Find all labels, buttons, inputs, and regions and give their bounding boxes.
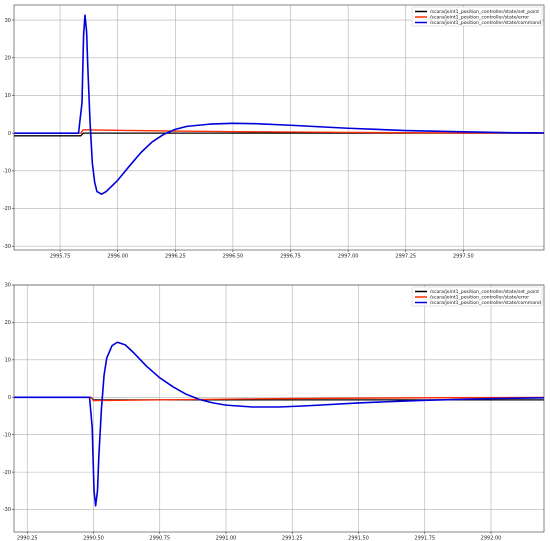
y-tick-label: -20 <box>3 206 11 212</box>
y-tick-label: -20 <box>3 470 11 476</box>
x-tick-label: 2991.00 <box>216 536 237 541</box>
plot-area <box>14 285 544 532</box>
series-line-command <box>14 341 544 507</box>
series-line-set-point <box>14 132 544 137</box>
x-tick-label: 2995.75 <box>50 254 71 260</box>
legend-entry: /scara/joint1_position_controller/state/… <box>430 15 529 21</box>
x-tick-label: 2997.00 <box>338 254 359 260</box>
x-tick-label: 2997.50 <box>453 254 474 260</box>
y-tick-label: 30 <box>5 18 11 24</box>
legend-entry: /scara/joint1_position_controller/state/… <box>430 295 529 301</box>
y-tick-label: 0 <box>8 131 11 137</box>
x-tick-label: 2996.50 <box>223 254 244 260</box>
x-tick-label: 2991.75 <box>414 536 435 541</box>
y-tick-label: 30 <box>5 283 11 289</box>
legend-entry: /scara/joint1_position_controller/state/… <box>430 289 539 295</box>
y-tick-label: 10 <box>5 358 11 364</box>
legend: /scara/joint1_position_controller/state/… <box>411 6 543 27</box>
x-tick-label: 2996.00 <box>107 254 128 260</box>
legend-entry: /scara/joint1_position_controller/state/… <box>430 300 541 306</box>
legend: /scara/joint1_position_controller/state/… <box>411 286 543 307</box>
x-tick-label: 2990.50 <box>83 536 104 541</box>
plot-area <box>14 5 544 250</box>
y-tick-label: -10 <box>3 169 11 175</box>
x-tick-label: 2991.50 <box>348 536 369 541</box>
series-line-error <box>14 129 544 134</box>
y-tick-label: 10 <box>5 93 11 99</box>
x-tick-label: 2992.00 <box>481 536 502 541</box>
x-tick-label: 2996.25 <box>165 254 186 260</box>
y-tick-label: -10 <box>3 432 11 438</box>
chart-2: 2990.25 2990.50 2990.75 2991.00 2991.25 2991.… <box>3 283 545 541</box>
y-tick-label: 20 <box>5 55 11 61</box>
chart-1: 2995.75 2996.00 2996.25 2996.50 2996.75 2997.… <box>3 4 545 260</box>
y-tick-label: 20 <box>5 320 11 326</box>
legend-box <box>411 6 543 27</box>
x-tick-label: 2996.75 <box>280 254 301 260</box>
legend-entry: /scara/joint1_position_controller/state/… <box>430 20 541 26</box>
y-tick-label: 0 <box>8 395 11 401</box>
plot-frame <box>13 284 545 533</box>
x-tick-label: 2991.25 <box>282 536 303 541</box>
series-line-command <box>14 14 544 196</box>
y-tick-label: -30 <box>3 507 11 513</box>
y-tick-label: -30 <box>3 244 11 250</box>
legend-box <box>411 286 543 307</box>
series-line-error <box>14 396 544 402</box>
x-tick-label: 2997.25 <box>395 254 416 260</box>
legend-entry: /scara/joint1_position_controller/state/… <box>430 9 539 15</box>
x-tick-label: 2990.75 <box>149 536 170 541</box>
plot-frame <box>13 4 545 251</box>
x-tick-label: 2990.25 <box>17 536 38 541</box>
